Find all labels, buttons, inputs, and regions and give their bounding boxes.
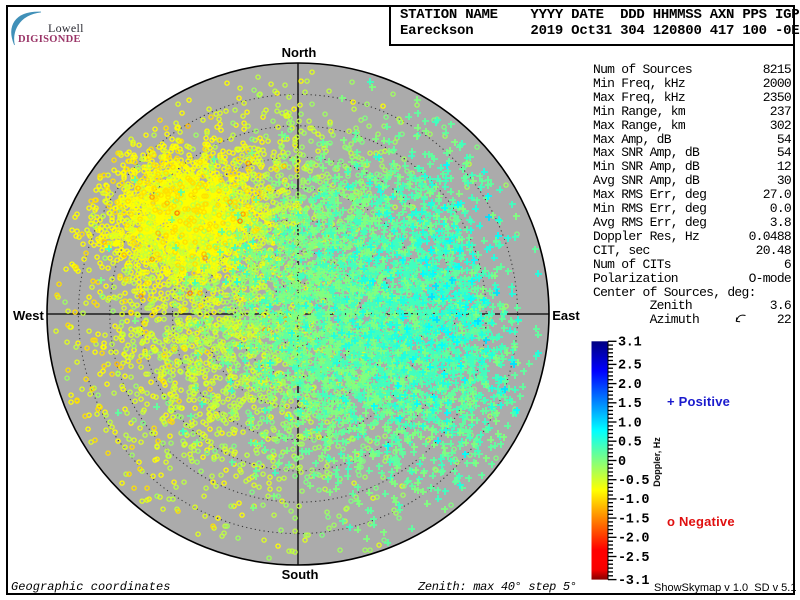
svg-text:3.1: 3.1 [618, 336, 642, 351]
svg-text:-3.1: -3.1 [618, 574, 649, 589]
svg-text:1.5: 1.5 [618, 397, 642, 412]
svg-text:2.5: 2.5 [618, 359, 642, 374]
svg-text:0.5: 0.5 [618, 436, 642, 451]
svg-text:1.0: 1.0 [618, 416, 642, 431]
svg-text:-2.0: -2.0 [618, 532, 649, 547]
svg-text:2.0: 2.0 [618, 378, 642, 393]
svg-text:-1.5: -1.5 [618, 512, 649, 527]
svg-text:-0.5: -0.5 [618, 474, 649, 489]
svg-text:0: 0 [618, 455, 626, 470]
svg-text:-2.5: -2.5 [618, 551, 649, 566]
svg-text:-1.0: -1.0 [618, 493, 649, 508]
